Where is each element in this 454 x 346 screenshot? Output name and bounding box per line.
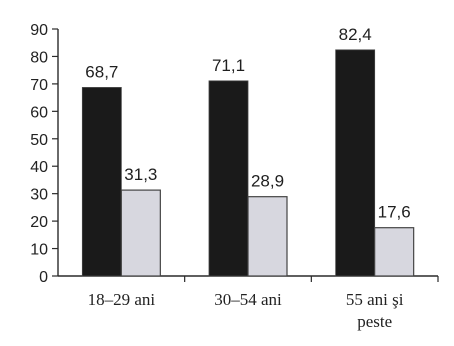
bar — [120, 189, 161, 277]
bar — [335, 49, 376, 277]
x-category-label: 30–54 ani — [214, 290, 282, 309]
y-tick-label: 20 — [30, 214, 48, 231]
y-tick-label: 80 — [30, 49, 48, 66]
y-tick-label: 60 — [30, 104, 48, 121]
bar — [374, 227, 415, 277]
data-label: 31,3 — [124, 165, 157, 184]
bar — [208, 80, 249, 277]
data-label: 17,6 — [378, 203, 411, 222]
x-category-label: 55 ani şi — [346, 290, 404, 309]
x-category-label: 18–29 ani — [88, 290, 156, 309]
data-label: 71,1 — [212, 56, 245, 75]
y-tick-label: 70 — [30, 77, 48, 94]
bar — [81, 87, 122, 277]
y-tick-label: 0 — [39, 269, 48, 286]
x-category-label: peste — [357, 312, 392, 331]
y-tick-label: 50 — [30, 132, 48, 149]
data-label: 28,9 — [251, 172, 284, 191]
y-tick-label: 90 — [30, 22, 48, 39]
y-tick-label: 10 — [30, 242, 48, 259]
data-label: 82,4 — [339, 25, 372, 44]
y-tick-label: 40 — [30, 159, 48, 176]
y-tick-label: 30 — [30, 187, 48, 204]
bar — [247, 196, 288, 277]
data-label: 68,7 — [85, 62, 118, 81]
